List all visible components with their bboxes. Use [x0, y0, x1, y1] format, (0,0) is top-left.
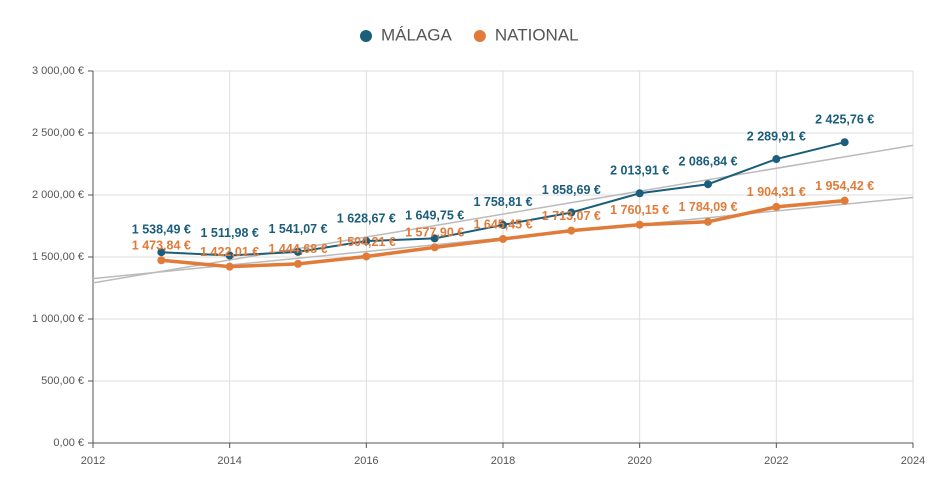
- x-tick-label: 2022: [764, 455, 788, 467]
- data-point: [840, 138, 849, 147]
- data-point: [704, 180, 712, 189]
- data-label: 1 713,07 €: [542, 209, 601, 223]
- data-point: [225, 251, 234, 260]
- trend-line: [92, 144, 914, 284]
- data-point: [772, 155, 781, 164]
- legend-marker: [473, 30, 486, 42]
- data-label: 1 784,09 €: [678, 200, 737, 214]
- data-label: 1 541,07 €: [268, 222, 327, 236]
- y-tick-label: 0,00 €: [53, 437, 84, 449]
- data-point: [430, 243, 439, 252]
- data-label: 2 086,84 €: [678, 155, 737, 169]
- data-label: 1 577,90 €: [405, 226, 464, 240]
- data-label: 1 538,49 €: [132, 223, 191, 237]
- x-tick-label: 2012: [81, 455, 105, 467]
- x-tick-label: 2020: [627, 455, 651, 467]
- y-tick-label: 500,00 €: [41, 375, 84, 387]
- legend-label: MÁLAGA: [381, 25, 453, 44]
- data-label: 1 858,69 €: [542, 183, 601, 197]
- y-tick-label: 1 000,00 €: [32, 313, 84, 325]
- data-point: [294, 259, 302, 268]
- legend-marker: [360, 30, 372, 42]
- data-label: 1 473,84 €: [132, 239, 191, 253]
- data-label: 1 511,98 €: [200, 226, 258, 240]
- data-label: 1 504,21 €: [337, 235, 396, 249]
- data-point: [499, 234, 507, 243]
- y-tick-label: 1 500,00 €: [32, 251, 84, 263]
- data-label: 1 904,31 €: [747, 185, 806, 199]
- data-point: [294, 247, 302, 256]
- data-label: 2 425,76 €: [815, 113, 874, 127]
- data-point: [157, 248, 166, 257]
- y-tick-label: 3 000,00 €: [32, 65, 84, 77]
- y-tick-label: 2 000,00 €: [32, 189, 84, 201]
- data-label: 1 954,42 €: [815, 179, 874, 193]
- x-tick-label: 2014: [217, 455, 241, 467]
- data-label: 1 628,67 €: [337, 211, 396, 225]
- data-point: [499, 220, 507, 229]
- data-point: [635, 220, 644, 229]
- legend-label: NATIONAL: [495, 25, 579, 44]
- data-point: [704, 217, 712, 226]
- data-point: [157, 256, 166, 265]
- y-tick-label: 2 500,00 €: [32, 127, 84, 139]
- data-label: 1 422,01 €: [200, 245, 259, 259]
- data-point: [567, 208, 576, 217]
- x-tick-label: 2018: [491, 455, 515, 467]
- x-tick-label: 2016: [354, 455, 378, 467]
- data-point: [430, 234, 439, 243]
- data-label: 1 760,15 €: [610, 203, 669, 217]
- data-label: 1 444,68 €: [268, 242, 327, 256]
- data-label: 1 649,75 €: [405, 209, 464, 223]
- data-point: [772, 202, 781, 211]
- data-point: [635, 189, 644, 198]
- data-point: [362, 252, 371, 261]
- data-point: [840, 196, 849, 205]
- data-label: 1 645,45 €: [473, 217, 532, 231]
- data-label: 1 758,81 €: [473, 195, 532, 209]
- data-label: 2 013,91 €: [610, 164, 669, 178]
- data-label: 2 289,91 €: [747, 129, 806, 143]
- data-point: [567, 226, 576, 235]
- x-tick-label: 2024: [901, 455, 925, 467]
- data-point: [362, 237, 371, 246]
- data-point: [225, 262, 234, 271]
